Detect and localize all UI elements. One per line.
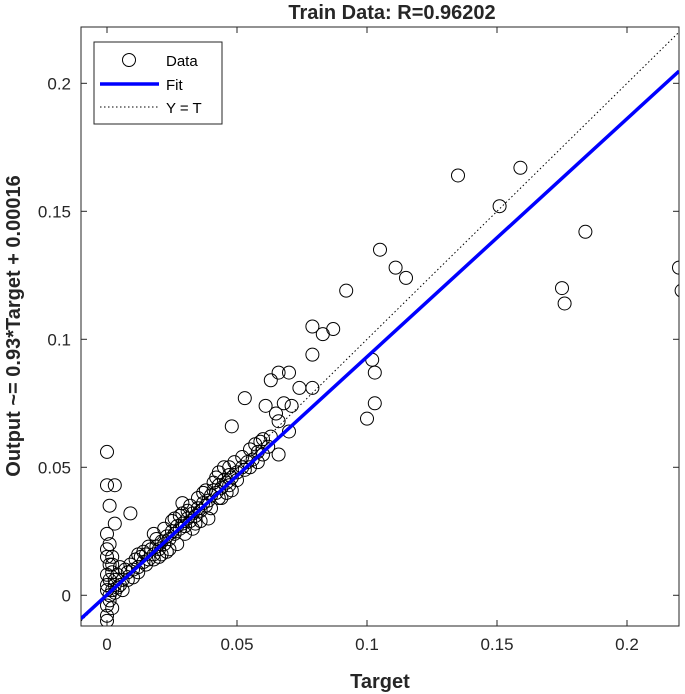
data-point [196,485,211,500]
data-point [243,442,257,457]
data-point [674,284,679,298]
data-point [243,460,257,475]
data-point [248,437,263,452]
data-point [107,516,122,531]
data-point [367,396,382,411]
data-point [557,296,572,311]
data-point [131,547,146,562]
data-point [188,516,203,531]
y-tick-label: 0.15 [38,202,71,221]
data-point [170,537,185,552]
data-point [100,478,114,493]
data-point [224,483,239,498]
x-tick-label: 0.2 [615,635,639,654]
data-point [258,398,273,413]
data-point [100,613,114,626]
x-tick-label: 0.1 [355,635,379,654]
x-axis: 0 0.05 0.1 0.15 0.2 [102,27,639,654]
data-point [269,406,283,421]
data-point [256,432,270,447]
legend-data-label: Data [166,53,198,70]
data-point [178,526,192,541]
data-point [235,450,250,465]
legend-data-marker [122,53,136,67]
data-point [263,373,278,388]
data-point [227,455,242,470]
data-point [305,319,320,334]
data-point [180,503,195,518]
identity-line [81,31,679,622]
data-point [162,542,177,557]
data-point [141,539,156,554]
data-point [256,447,270,462]
data-point [100,542,114,557]
data-point [276,396,291,411]
data-point [339,283,354,298]
data-point [451,168,465,183]
data-point [399,270,413,285]
legend-identity-label: Y = T [166,100,202,117]
legend-fit-label: Fit [166,77,183,94]
y-tick-label: 0.1 [47,330,71,349]
data-point [367,365,382,380]
data-point [555,281,569,296]
data-point [271,414,286,429]
data-point [146,526,161,541]
data-point [305,347,320,362]
data-point [513,160,528,175]
fit-line [81,69,679,620]
data-point [315,327,330,342]
data-point [284,398,299,413]
y-axis: 0 0.05 0.1 0.15 0.2 [38,74,679,605]
data-point [191,491,205,506]
data-point [123,506,138,521]
data-point [100,549,114,564]
data-point [373,242,387,257]
data-point [100,526,114,541]
data-point [105,549,120,564]
data-point [578,224,593,239]
legend: Data Fit Y = T [93,41,223,125]
data-point [198,483,213,498]
x-tick-label: 0 [102,635,111,654]
data-point [305,380,320,395]
y-tick-label: 0.05 [38,458,71,477]
data-point [282,424,296,439]
y-tick-label: 0.2 [47,74,71,93]
x-tick-label: 0.15 [480,635,513,654]
data-point [107,478,122,493]
data-point [237,391,252,406]
data-point [201,511,216,526]
data-point [102,557,117,572]
data-point [102,498,117,513]
y-axis-label: Output ~= 0.93*Target + 0.00016 [3,175,25,476]
data-point [224,419,239,434]
x-tick-label: 0.05 [220,635,253,654]
data-point [152,549,166,564]
y-tick-label: 0 [62,586,71,605]
data-point [271,447,286,462]
data-point [175,496,190,511]
data-point [105,601,120,616]
data-point [492,199,507,214]
data-point [211,465,226,480]
data-point [100,444,114,459]
data-point [271,365,286,380]
data-point [360,411,374,426]
data-point [159,544,174,559]
chart-title: Train Data: R=0.96202 [288,2,495,24]
data-point [282,365,296,380]
data-point [165,514,179,529]
data-point [167,511,182,526]
data-point [100,608,114,623]
data-point [230,465,244,480]
data-point [388,260,403,275]
x-axis-label: Target [350,671,410,693]
data-point [672,260,679,275]
